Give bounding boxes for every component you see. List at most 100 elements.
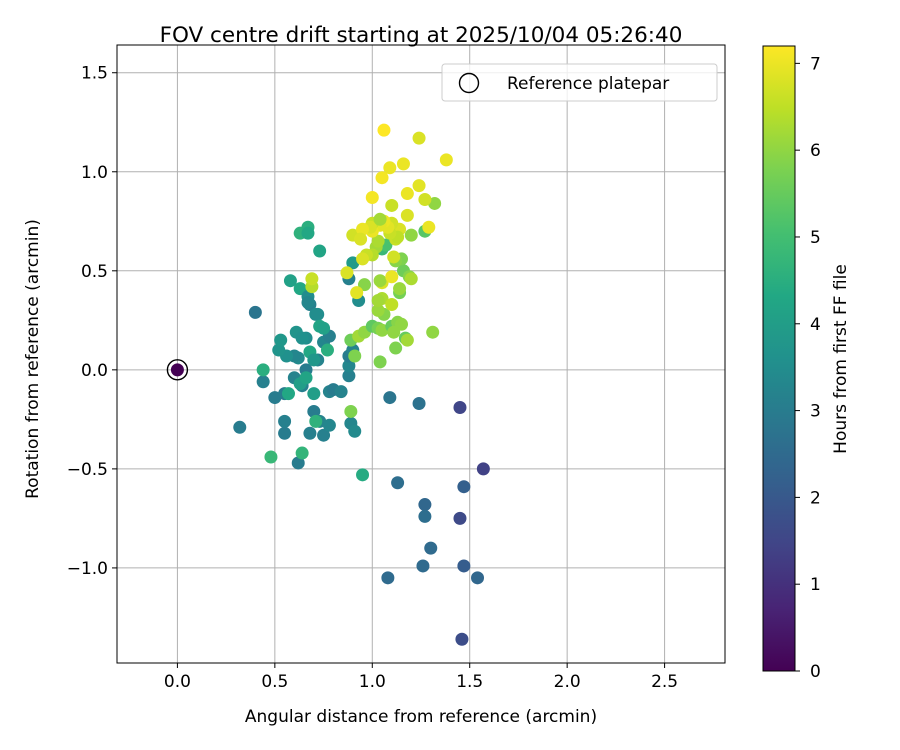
data-point bbox=[268, 391, 282, 405]
data-point bbox=[373, 355, 387, 369]
colorbar-gradient bbox=[763, 46, 795, 671]
data-point bbox=[426, 325, 440, 339]
data-point bbox=[274, 333, 288, 347]
data-point bbox=[356, 222, 370, 236]
reference-point bbox=[170, 363, 184, 377]
data-point bbox=[412, 179, 426, 193]
data-point bbox=[348, 424, 362, 438]
y-tick-label: 0.0 bbox=[81, 361, 108, 381]
colorbar-tick-label: 7 bbox=[810, 54, 821, 74]
data-point bbox=[256, 363, 270, 377]
colorbar-tick-label: 6 bbox=[810, 141, 821, 161]
data-point bbox=[422, 220, 436, 234]
data-point bbox=[377, 123, 391, 137]
data-point bbox=[387, 325, 401, 339]
plot-frame bbox=[116, 44, 726, 664]
y-tick-label: −1.0 bbox=[67, 559, 108, 579]
x-tick-label: 2.0 bbox=[554, 672, 581, 692]
colorbar-label: Hours from first FF file bbox=[831, 264, 851, 454]
data-point bbox=[365, 191, 379, 205]
data-point bbox=[350, 286, 364, 300]
data-point bbox=[301, 226, 315, 240]
data-point bbox=[375, 323, 389, 337]
data-point bbox=[439, 153, 453, 167]
data-point bbox=[272, 343, 286, 357]
data-point bbox=[233, 420, 247, 434]
data-point bbox=[457, 559, 471, 573]
legend-entry-label: Reference platepar bbox=[507, 74, 669, 94]
colorbar: 0 1 2 3 4 5 6 7 Hours from first FF file bbox=[762, 45, 851, 682]
reference-marker-ring bbox=[166, 359, 189, 381]
data-point bbox=[383, 391, 397, 405]
legend-marker bbox=[458, 72, 480, 94]
colorbar-tick-label: 3 bbox=[810, 402, 821, 422]
data-point bbox=[453, 511, 467, 525]
x-tick-label: 1.0 bbox=[359, 672, 386, 692]
data-point bbox=[453, 400, 467, 414]
data-point bbox=[356, 252, 370, 266]
y-tick-label: 1.5 bbox=[81, 64, 108, 84]
data-point bbox=[387, 250, 401, 264]
data-point bbox=[309, 414, 323, 428]
data-point bbox=[418, 509, 432, 523]
x-axis-label: Angular distance from reference (arcmin) bbox=[245, 707, 597, 727]
data-point bbox=[381, 571, 395, 585]
data-point bbox=[248, 305, 262, 319]
colorbar-tick-label: 1 bbox=[810, 575, 821, 595]
data-point bbox=[305, 272, 319, 286]
y-tick-label: 0.5 bbox=[81, 262, 108, 282]
data-point bbox=[354, 232, 368, 246]
y-tick-label: 1.0 bbox=[81, 163, 108, 183]
x-tick-label: 0.5 bbox=[261, 672, 288, 692]
data-point bbox=[404, 272, 418, 286]
data-point bbox=[373, 274, 387, 288]
data-point bbox=[295, 446, 309, 460]
data-point bbox=[301, 296, 315, 309]
colorbar-tick-label: 2 bbox=[810, 488, 821, 508]
data-point bbox=[281, 387, 295, 401]
colorbar-tick-label: 4 bbox=[810, 315, 821, 335]
colorbar-tick-label: 0 bbox=[810, 662, 821, 682]
data-point bbox=[346, 256, 360, 270]
x-tick-label: 0.0 bbox=[164, 672, 191, 692]
colorbar-tick-label: 5 bbox=[810, 228, 821, 248]
data-point bbox=[342, 369, 356, 383]
legend-box bbox=[441, 63, 718, 102]
data-point bbox=[357, 278, 371, 292]
data-point bbox=[264, 450, 278, 464]
data-point bbox=[393, 282, 407, 296]
data-point bbox=[371, 234, 385, 248]
data-point bbox=[371, 303, 385, 317]
data-point bbox=[412, 131, 426, 145]
data-point bbox=[313, 244, 327, 258]
data-point bbox=[385, 297, 399, 311]
data-point bbox=[307, 404, 321, 418]
data-point bbox=[428, 196, 442, 210]
data-point bbox=[299, 371, 313, 385]
data-point bbox=[317, 428, 331, 442]
data-point bbox=[342, 359, 356, 373]
chart-title: FOV centre drift starting at 2025/10/04 … bbox=[160, 23, 683, 48]
x-tick-label: 2.5 bbox=[651, 672, 678, 692]
data-point bbox=[356, 468, 370, 482]
data-point bbox=[395, 317, 409, 331]
data-point bbox=[400, 187, 414, 201]
colorbar-ticks: 0 1 2 3 4 5 6 7 bbox=[795, 54, 821, 682]
data-point bbox=[476, 462, 490, 476]
data-point bbox=[307, 353, 321, 367]
grid bbox=[117, 45, 725, 663]
x-axis: 0.0 0.5 1.0 1.5 2.0 2.5 bbox=[164, 663, 678, 692]
data-point bbox=[371, 294, 385, 308]
data-point bbox=[340, 266, 354, 280]
data-point bbox=[320, 343, 334, 357]
data-point bbox=[396, 157, 410, 171]
data-point bbox=[334, 385, 348, 399]
data-point bbox=[385, 198, 399, 212]
colorbar-frame bbox=[762, 45, 796, 672]
data-point bbox=[375, 171, 389, 185]
data-point bbox=[416, 559, 430, 573]
data-point bbox=[391, 476, 405, 490]
data-point bbox=[283, 274, 297, 288]
data-point bbox=[317, 321, 331, 335]
data-point bbox=[385, 270, 399, 284]
